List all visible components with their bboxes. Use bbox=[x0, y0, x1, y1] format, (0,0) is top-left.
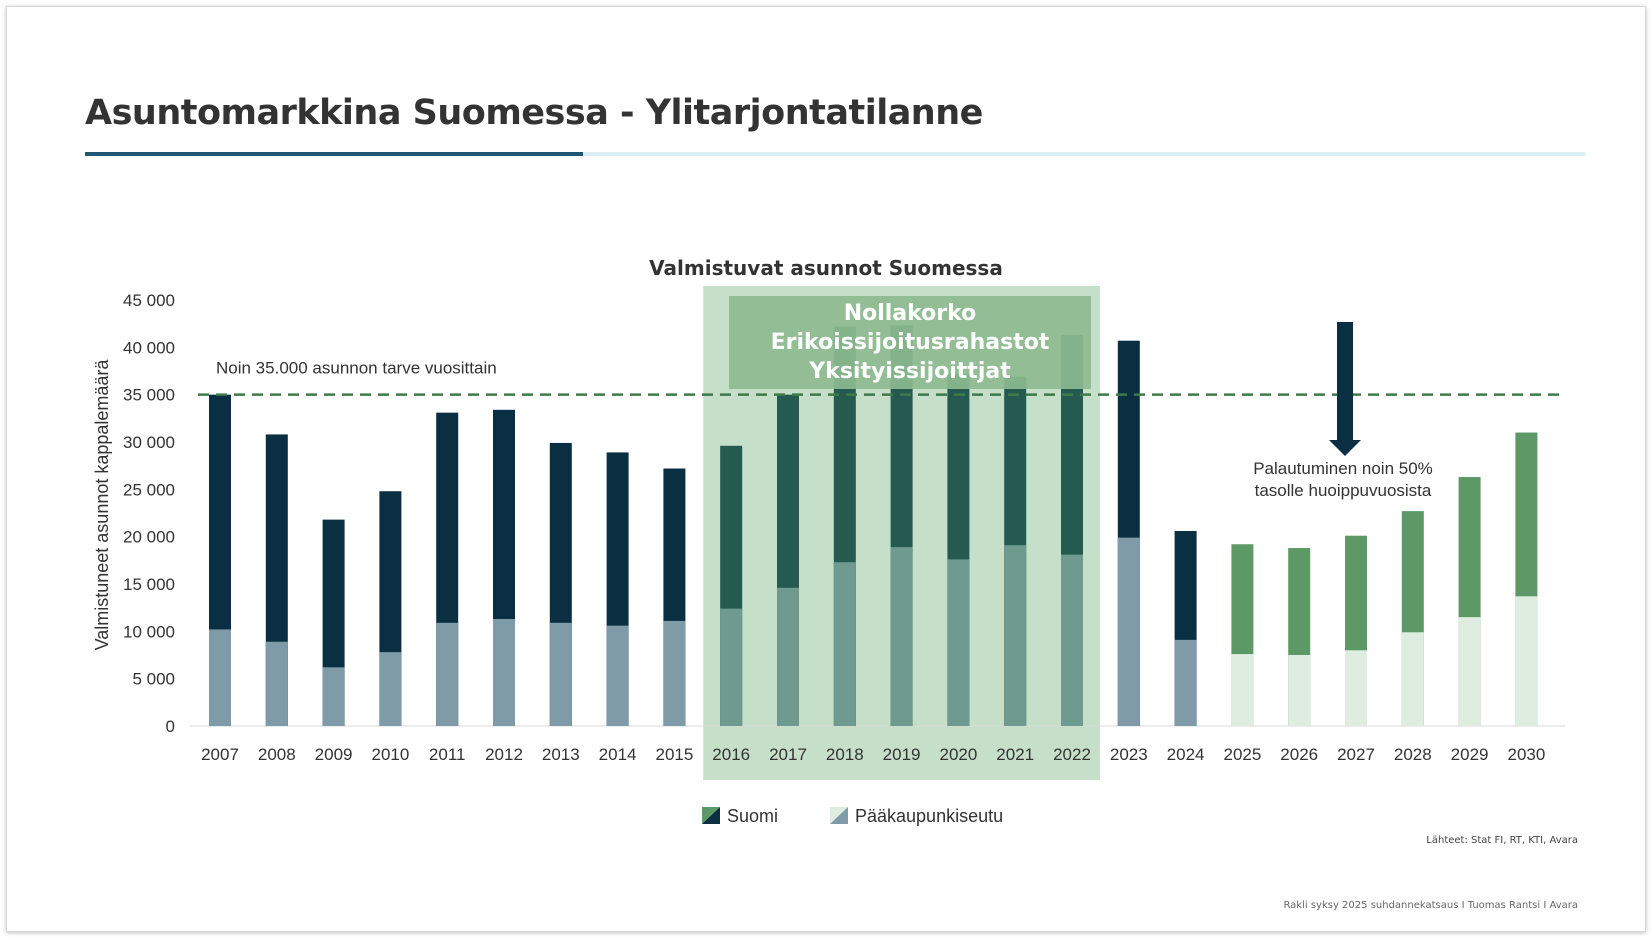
bar-paakaupunkiseutu-2017 bbox=[777, 587, 799, 726]
y-axis-label: Valmistuneet asunnot kappalemäärä bbox=[92, 359, 112, 651]
source-note: Lähteet: Stat FI, RT, KTI, Avara bbox=[1426, 835, 1578, 846]
legend-swatch-paakaupunkiseutu-dark bbox=[830, 807, 848, 824]
legend-label: Suomi bbox=[727, 806, 778, 826]
bar-paakaupunkiseutu-2018 bbox=[833, 562, 856, 726]
legend-swatch-suomi-dark bbox=[702, 807, 720, 824]
y-tick-label: 10 000 bbox=[123, 622, 175, 641]
reference-line-label: Noin 35.000 asunnon tarve vuosittain bbox=[216, 359, 497, 378]
bar-paakaupunkiseutu-2021 bbox=[1004, 545, 1027, 726]
x-tick-label: 2017 bbox=[769, 745, 807, 764]
x-tick-label: 2020 bbox=[939, 745, 977, 764]
y-tick-label: 40 000 bbox=[123, 338, 175, 357]
x-tick-label: 2022 bbox=[1053, 745, 1091, 764]
bar-paakaupunkiseutu-2014 bbox=[606, 625, 629, 726]
bar-paakaupunkiseutu-2013 bbox=[549, 622, 572, 726]
bar-paakaupunkiseutu-2011 bbox=[436, 622, 459, 726]
bar-paakaupunkiseutu-2027 bbox=[1345, 650, 1367, 726]
down-arrow-head bbox=[1329, 440, 1361, 456]
y-tick-label: 45 000 bbox=[123, 291, 175, 310]
bar-paakaupunkiseutu-2030 bbox=[1515, 596, 1538, 726]
bar-paakaupunkiseutu-2025 bbox=[1231, 654, 1254, 726]
highlight-label-box bbox=[729, 296, 1091, 389]
bar-paakaupunkiseutu-2007 bbox=[209, 629, 231, 726]
x-tick-label: 2026 bbox=[1280, 745, 1318, 764]
bar-paakaupunkiseutu-2009 bbox=[322, 667, 345, 726]
down-arrow-shaft bbox=[1337, 322, 1353, 440]
bar-paakaupunkiseutu-2015 bbox=[663, 620, 686, 726]
highlight-label-line: Erikoissijoitusrahastot bbox=[771, 330, 1050, 355]
y-tick-label: 15 000 bbox=[123, 575, 175, 594]
x-tick-label: 2027 bbox=[1337, 745, 1375, 764]
bar-paakaupunkiseutu-2020 bbox=[947, 559, 970, 726]
x-tick-label: 2011 bbox=[429, 745, 466, 764]
bar-paakaupunkiseutu-2012 bbox=[493, 619, 515, 726]
title-underline-accent bbox=[85, 152, 583, 156]
slide-title: Asuntomarkkina Suomessa - Ylitarjontatil… bbox=[85, 93, 983, 133]
footer-credit: Rakli syksy 2025 suhdannekatsaus I Tuoma… bbox=[1283, 900, 1578, 911]
bar-paakaupunkiseutu-2010 bbox=[379, 652, 402, 726]
x-tick-label: 2023 bbox=[1110, 745, 1148, 764]
bar-paakaupunkiseutu-2023 bbox=[1117, 537, 1140, 726]
bar-paakaupunkiseutu-2016 bbox=[720, 608, 743, 726]
bar-paakaupunkiseutu-2008 bbox=[265, 641, 288, 726]
x-tick-label: 2013 bbox=[542, 745, 580, 764]
y-tick-label: 25 000 bbox=[123, 480, 175, 499]
bar-paakaupunkiseutu-2026 bbox=[1288, 655, 1311, 726]
bar-paakaupunkiseutu-2028 bbox=[1401, 632, 1424, 726]
bar-paakaupunkiseutu-2029 bbox=[1458, 617, 1481, 726]
x-tick-label: 2009 bbox=[315, 745, 353, 764]
x-tick-label: 2014 bbox=[599, 745, 637, 764]
y-tick-label: 20 000 bbox=[123, 528, 175, 547]
x-tick-label: 2016 bbox=[712, 745, 750, 764]
y-tick-label: 30 000 bbox=[123, 433, 175, 452]
x-tick-label: 2024 bbox=[1167, 745, 1205, 764]
x-tick-label: 2019 bbox=[883, 745, 921, 764]
x-tick-label: 2021 bbox=[996, 745, 1034, 764]
bar-paakaupunkiseutu-2019 bbox=[890, 547, 913, 726]
x-tick-label: 2025 bbox=[1223, 745, 1261, 764]
annotation-text-line: tasolle huoippuvuosista bbox=[1255, 481, 1432, 500]
bar-paakaupunkiseutu-2024 bbox=[1174, 639, 1197, 726]
x-tick-label: 2012 bbox=[485, 745, 523, 764]
highlight-label-line: Yksityissijoittjat bbox=[808, 359, 1011, 384]
highlight-label-line: Nollakorko bbox=[844, 301, 977, 326]
bar-paakaupunkiseutu-2022 bbox=[1061, 554, 1083, 726]
y-tick-label: 5 000 bbox=[132, 670, 175, 689]
x-tick-label: 2029 bbox=[1451, 745, 1489, 764]
x-tick-label: 2028 bbox=[1394, 745, 1432, 764]
x-tick-label: 2018 bbox=[826, 745, 864, 764]
x-tick-label: 2030 bbox=[1507, 745, 1545, 764]
chart-title: Valmistuvat asunnot Suomessa bbox=[649, 256, 1003, 280]
title-underline bbox=[583, 152, 1585, 156]
x-tick-label: 2007 bbox=[201, 745, 239, 764]
legend-label: Pääkaupunkiseutu bbox=[855, 806, 1003, 826]
y-tick-label: 0 bbox=[166, 717, 175, 736]
x-tick-label: 2015 bbox=[655, 745, 693, 764]
annotation-text-line: Palautuminen noin 50% bbox=[1253, 459, 1433, 478]
x-tick-label: 2010 bbox=[371, 745, 409, 764]
x-tick-label: 2008 bbox=[258, 745, 296, 764]
y-tick-label: 35 000 bbox=[123, 386, 175, 405]
